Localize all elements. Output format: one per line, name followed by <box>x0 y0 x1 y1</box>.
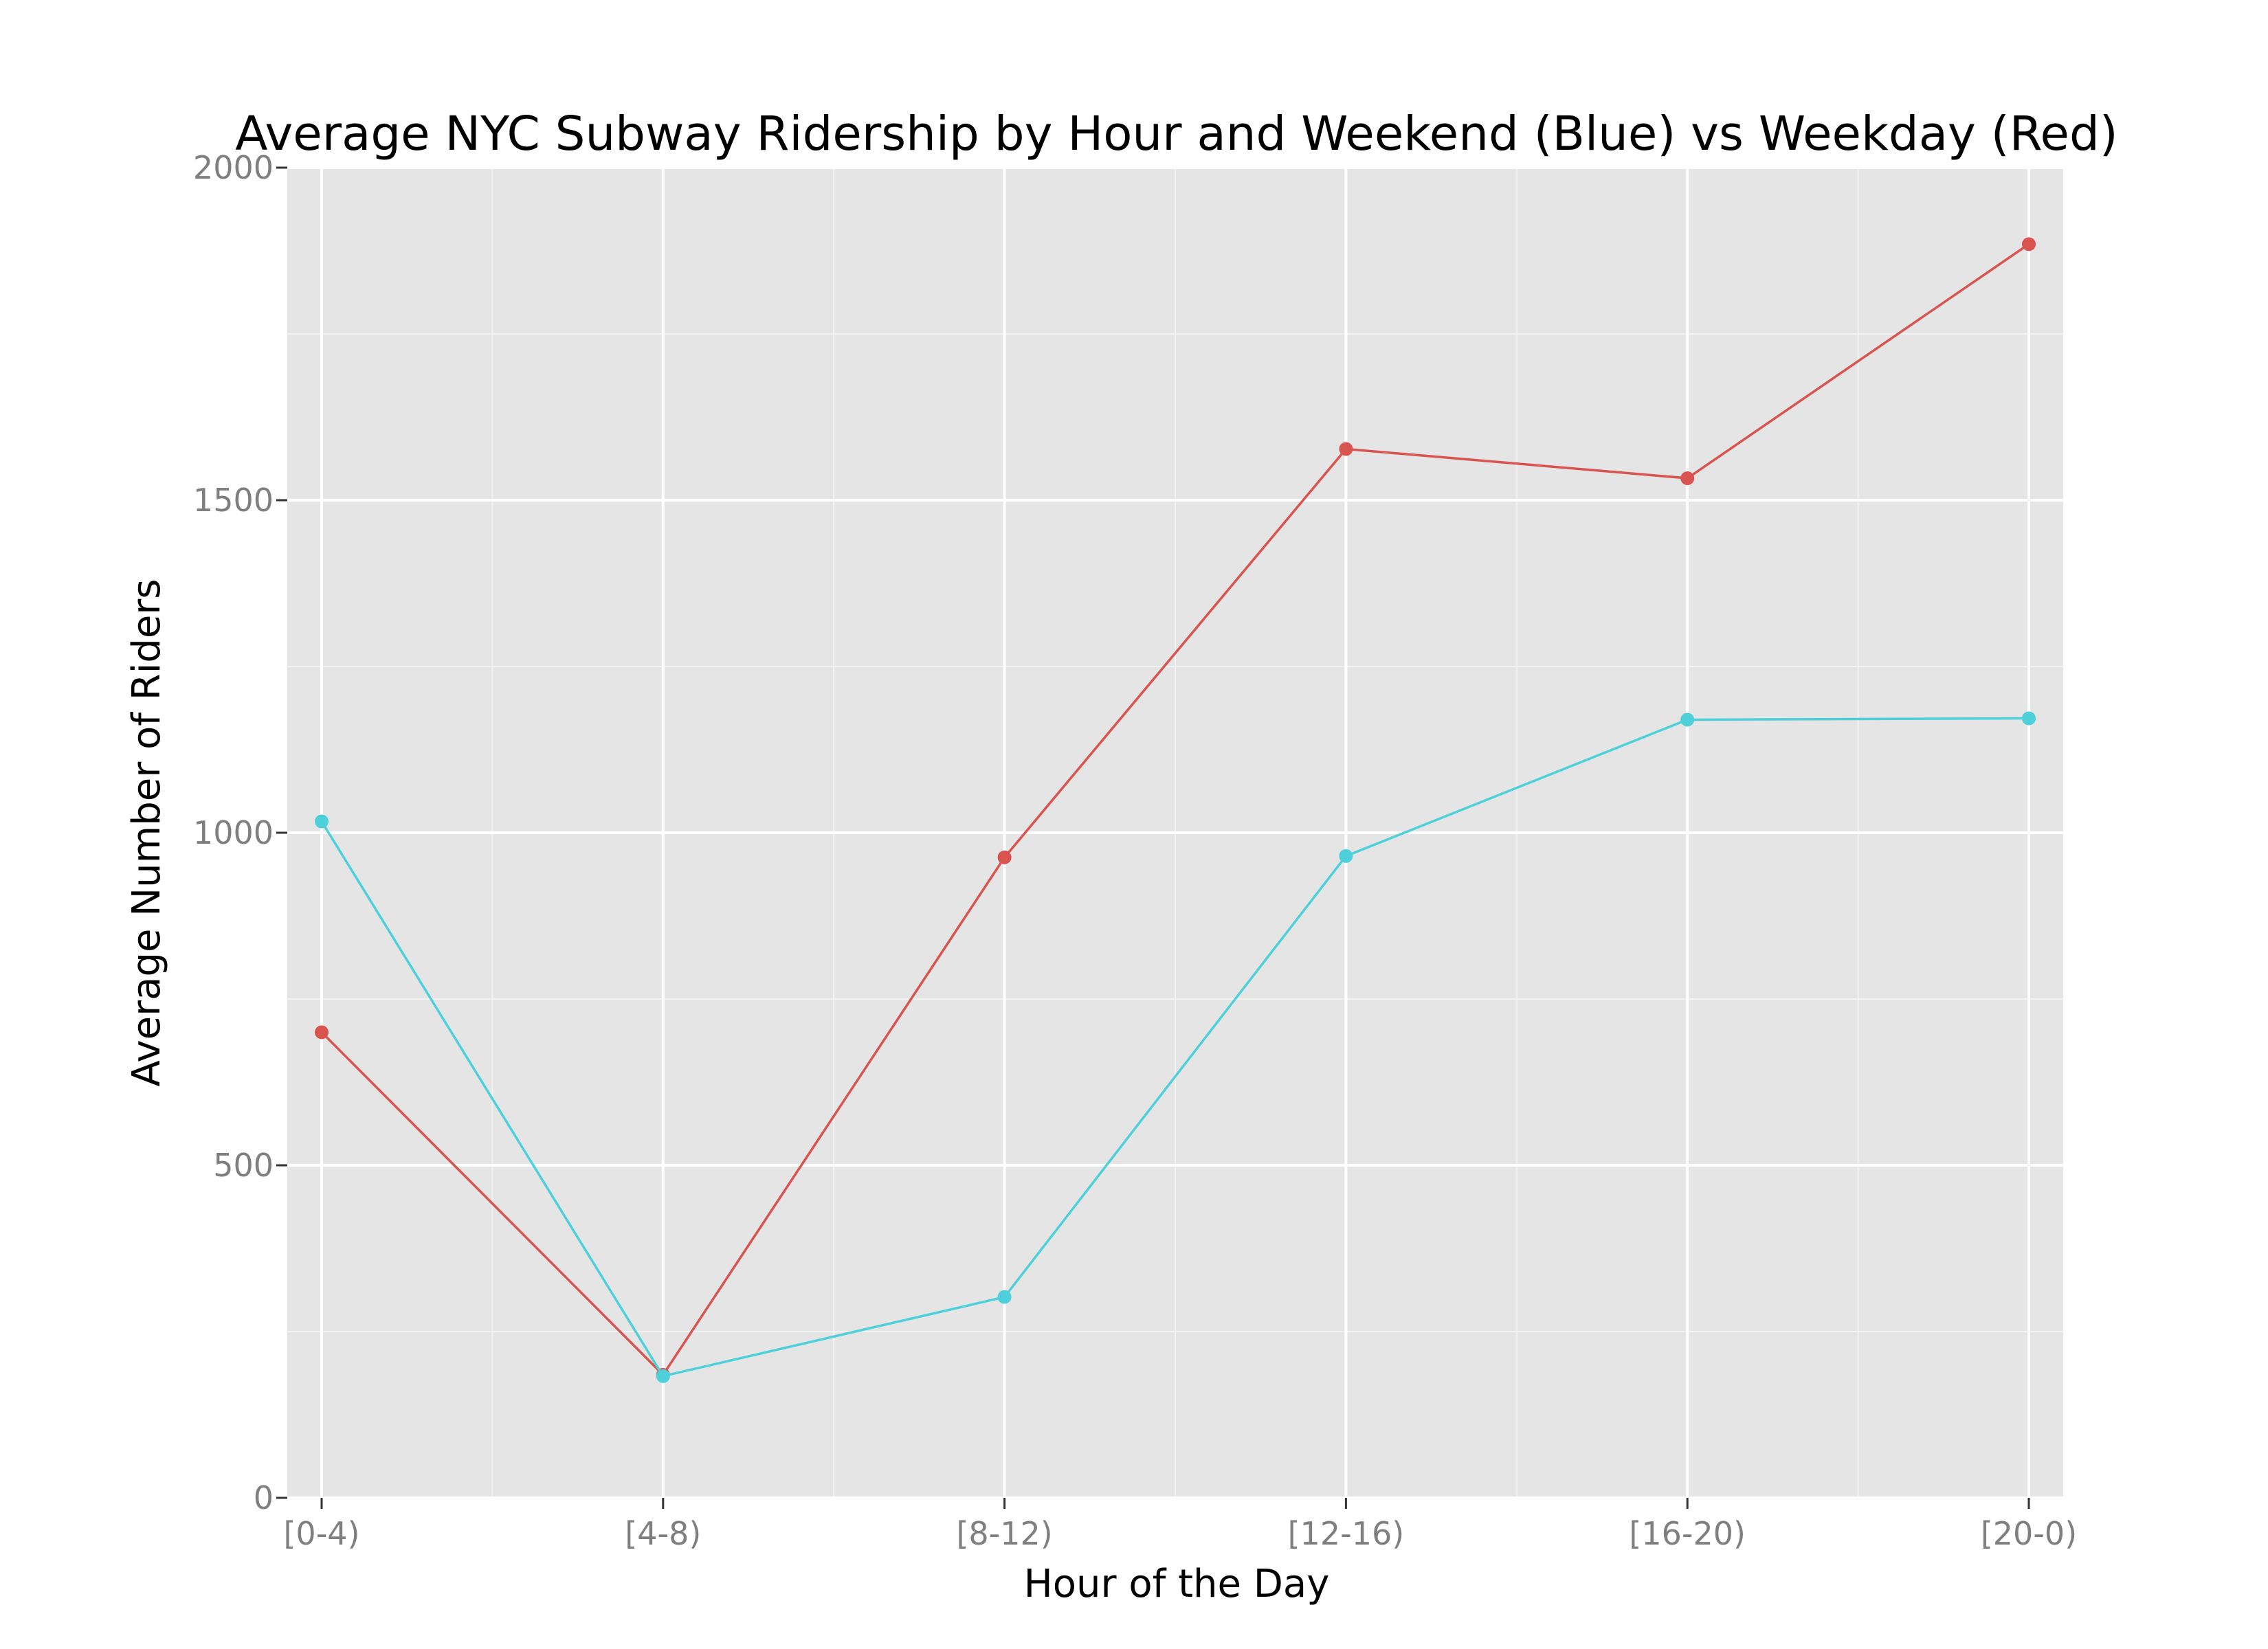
series-line-2 <box>320 717 2030 1378</box>
series-1-point <box>1680 471 1695 486</box>
series-1-point <box>997 850 1012 864</box>
series-2-point <box>2022 711 2036 726</box>
x-tick-label: [0-4) <box>283 1515 359 1552</box>
axis-ticks <box>276 166 2030 1509</box>
series-2-point <box>1680 713 1695 727</box>
y-tick-label: 1500 <box>193 482 274 519</box>
y-tick-label: 2000 <box>193 149 274 186</box>
y-tick-labels: 0 500 1000 1500 2000 <box>193 149 274 1516</box>
major-gridlines <box>287 166 2063 1499</box>
x-tick-label: [20-0) <box>1981 1515 2077 1552</box>
x-tick-labels: [0-4) [4-8) [8-12) [12-16) [16-20) [20-0) <box>283 1515 2077 1552</box>
series-1-point <box>315 1025 329 1040</box>
series-1-point <box>1339 442 1353 456</box>
x-tick-label: [12-16) <box>1288 1515 1405 1552</box>
series-layer <box>315 237 2036 1383</box>
series-2-point <box>656 1369 670 1383</box>
series-1-point <box>2022 237 2036 251</box>
minor-gridlines <box>287 168 2063 1498</box>
x-tick-label: [16-20) <box>1629 1515 1746 1552</box>
y-axis-label: Average Number of Riders <box>124 579 169 1087</box>
x-tick-label: [8-12) <box>956 1515 1052 1552</box>
y-tick-label: 0 <box>254 1479 274 1516</box>
y-tick-label: 1000 <box>193 814 274 851</box>
series-line-1 <box>320 243 2030 1376</box>
series-2-point <box>315 814 329 829</box>
chart-title: Average NYC Subway Ridership by Hour and… <box>235 106 2117 161</box>
x-tick-label: [4-8) <box>625 1515 701 1552</box>
series-2-point <box>997 1290 1012 1304</box>
y-tick-label: 500 <box>213 1147 274 1184</box>
x-axis-label: Hour of the Day <box>1024 1562 1330 1606</box>
series-2-point <box>1339 849 1353 863</box>
